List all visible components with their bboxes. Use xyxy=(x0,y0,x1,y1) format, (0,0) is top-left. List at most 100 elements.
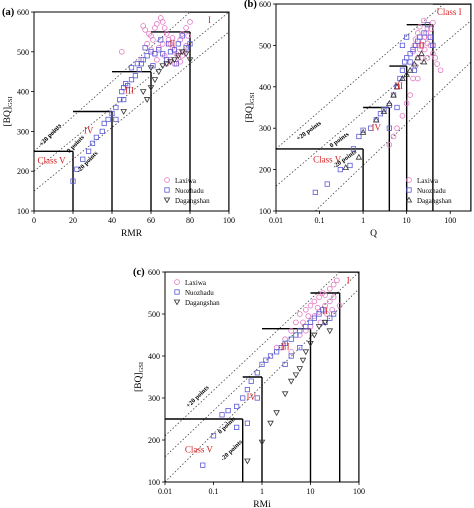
point-laxiwa-0 xyxy=(386,141,393,148)
point-laxiwa-4 xyxy=(403,100,410,107)
point-nuozhadu-2 xyxy=(219,412,225,418)
point-nuozhadu-24 xyxy=(156,47,162,53)
y-tick-label-1: 200 xyxy=(17,167,29,176)
point-nuozhadu-28 xyxy=(297,344,303,351)
point-laxiwa-18 xyxy=(434,61,440,67)
point-dagangshan-11 xyxy=(182,51,190,58)
legend-label-nuozhadu: Nuozhadu xyxy=(417,187,446,195)
legend-marker-nuozhadu xyxy=(174,289,180,295)
point-dagangshan-4 xyxy=(380,108,388,115)
panel-label: (c) xyxy=(133,267,145,278)
point-nuozhadu-19 xyxy=(307,319,314,326)
point-laxiwa-20 xyxy=(421,17,427,24)
point-nuozhadu-30 xyxy=(179,33,185,39)
point-nuozhadu-18 xyxy=(407,51,413,57)
point-nuozhadu-39 xyxy=(173,61,179,67)
point-nuozhadu-27 xyxy=(288,353,294,359)
point-nuozhadu-27 xyxy=(399,42,406,49)
y-tick-label-5: 600 xyxy=(17,8,29,17)
x-axis-label: RMR xyxy=(121,229,143,239)
point-nuozhadu-6 xyxy=(244,386,251,393)
y-tick-label-1: 200 xyxy=(259,166,271,175)
point-laxiwa-32 xyxy=(421,46,428,53)
point-nuozhadu-11 xyxy=(267,353,274,359)
point-nuozhadu-22 xyxy=(417,34,423,40)
band-label-1: 0 points xyxy=(329,131,351,150)
y-axis-label: [BQ]GSI xyxy=(245,92,256,122)
x-tick-label-0: 0.01 xyxy=(269,216,283,225)
band-line-1 xyxy=(165,272,359,458)
point-dagangshan-13 xyxy=(139,89,147,96)
panel-label: (b) xyxy=(244,0,257,10)
point-nuozhadu-1 xyxy=(74,166,80,172)
point-nuozhadu-26 xyxy=(282,361,288,368)
point-laxiwa-5 xyxy=(302,306,309,313)
point-nuozhadu-40 xyxy=(113,116,119,123)
y-axis-label-sub: GSI xyxy=(7,96,14,106)
point-nuozhadu-25 xyxy=(160,51,166,57)
point-nuozhadu-5 xyxy=(93,134,99,140)
point-dagangshan-6 xyxy=(163,61,170,68)
class-label-4: Class V xyxy=(185,445,214,455)
point-laxiwa-26 xyxy=(317,319,324,326)
point-nuozhadu-2 xyxy=(80,156,86,162)
band-label-0: +20 points xyxy=(38,122,63,148)
x-tick-label-3: 10 xyxy=(307,487,315,496)
y-tick-label-2: 300 xyxy=(17,127,29,136)
point-laxiwa-0 xyxy=(118,48,125,55)
point-laxiwa-25 xyxy=(150,37,156,43)
band-line-2 xyxy=(34,31,229,192)
point-nuozhadu-6 xyxy=(99,128,105,134)
point-nuozhadu-24 xyxy=(424,22,431,28)
point-laxiwa-8 xyxy=(161,25,168,31)
point-nuozhadu-1 xyxy=(324,181,330,187)
point-laxiwa-11 xyxy=(327,285,333,292)
x-tick-label-4: 80 xyxy=(186,216,194,225)
point-nuozhadu-29 xyxy=(175,41,181,47)
x-tick-label-0: 0.01 xyxy=(158,487,172,496)
legend-marker-laxiwa xyxy=(406,177,412,183)
point-dagangshan-2 xyxy=(147,85,155,92)
point-nuozhadu-3 xyxy=(347,162,353,169)
point-nuozhadu-12 xyxy=(273,349,280,355)
point-dagangshan-0 xyxy=(244,458,251,465)
point-dagangshan-14 xyxy=(420,58,428,65)
point-nuozhadu-30 xyxy=(254,395,260,401)
point-dagangshan-5 xyxy=(386,99,393,106)
point-nuozhadu-25 xyxy=(331,311,337,317)
x-tick-label-2: 40 xyxy=(108,216,116,225)
x-tick-label-1: 20 xyxy=(69,216,77,225)
legend-label-nuozhadu: Nuozhadu xyxy=(185,289,214,297)
point-nuozhadu-38 xyxy=(165,41,172,47)
point-dagangshan-7 xyxy=(296,366,304,373)
x-tick-label-2: 1 xyxy=(361,216,365,225)
point-laxiwa-26 xyxy=(146,31,152,37)
point-nuozhadu-10 xyxy=(381,106,387,113)
point-nuozhadu-23 xyxy=(152,51,158,57)
y-tick-label-3: 400 xyxy=(17,88,29,97)
y-axis-label: [BQ]GSI xyxy=(3,96,14,126)
legend: Laxiwa Nuozhadu Dagangshan xyxy=(405,177,452,205)
x-tick-label-3: 60 xyxy=(147,216,155,225)
class-label-2: III xyxy=(281,342,290,352)
point-nuozhadu-7 xyxy=(101,120,107,127)
point-dagangshan-6 xyxy=(292,372,300,379)
point-nuozhadu-28 xyxy=(404,34,410,40)
series-nuozhadu xyxy=(200,307,337,468)
x-tick-label-1: 0.1 xyxy=(209,487,219,496)
point-nuozhadu-24 xyxy=(327,315,333,321)
x-axis-label: Q xyxy=(370,229,377,239)
legend-marker-dagangshan xyxy=(163,197,171,204)
point-dagangshan-9 xyxy=(302,349,310,356)
point-nuozhadu-15 xyxy=(125,83,131,89)
series-laxiwa xyxy=(118,15,193,67)
point-nuozhadu-17 xyxy=(297,328,303,334)
band-label-2: -20 points xyxy=(220,438,245,462)
legend-label-dagangshan: Dagangshan xyxy=(417,197,452,205)
point-laxiwa-26 xyxy=(424,40,431,47)
point-laxiwa-13 xyxy=(334,277,340,284)
point-dagangshan-6 xyxy=(390,91,397,98)
point-laxiwa-8 xyxy=(316,294,322,301)
point-nuozhadu-7 xyxy=(368,125,374,131)
